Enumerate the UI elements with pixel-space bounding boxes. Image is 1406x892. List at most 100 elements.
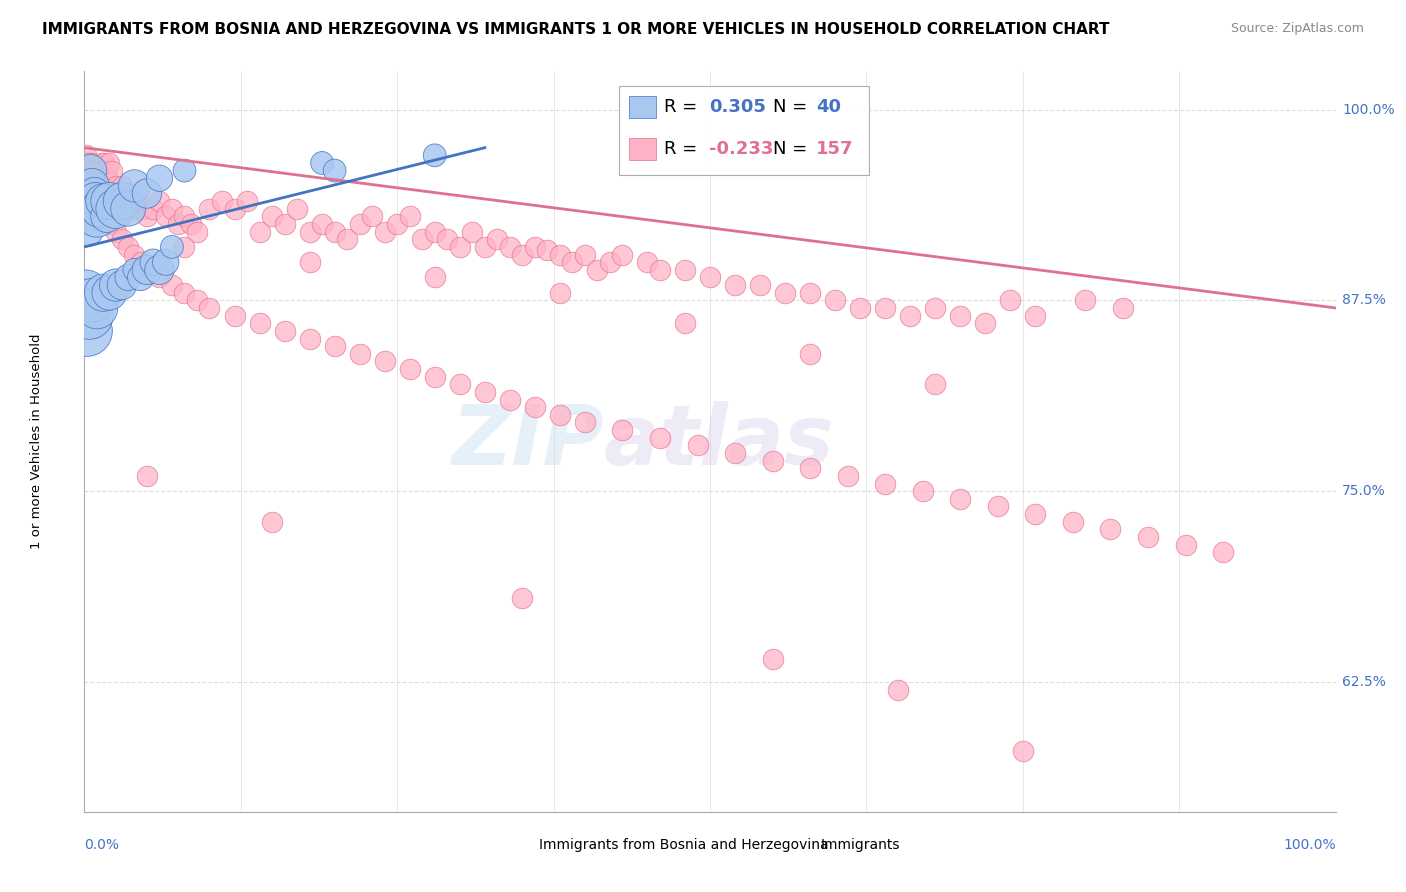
Point — [1212, 545, 1234, 559]
Point — [80, 156, 103, 170]
Point — [77, 225, 100, 239]
Point — [98, 285, 121, 300]
Point — [699, 270, 721, 285]
Point — [75, 210, 97, 224]
Point — [90, 163, 112, 178]
Point — [112, 194, 135, 208]
Point — [76, 194, 98, 208]
Point — [186, 293, 208, 308]
Point — [1112, 301, 1135, 315]
Point — [224, 309, 246, 323]
Point — [262, 210, 284, 224]
Point — [142, 255, 165, 269]
Point — [536, 243, 558, 257]
Text: ZIP: ZIP — [451, 401, 603, 482]
Point — [117, 270, 139, 285]
Point — [142, 202, 165, 216]
Point — [124, 202, 146, 216]
Point — [599, 255, 621, 269]
Point — [349, 347, 371, 361]
Point — [361, 210, 384, 224]
Point — [108, 186, 131, 201]
Point — [98, 156, 121, 170]
Point — [875, 476, 897, 491]
Point — [129, 255, 152, 269]
Point — [1099, 522, 1122, 536]
Point — [104, 225, 127, 239]
Text: IMMIGRANTS FROM BOSNIA AND HERZEGOVINA VS IMMIGRANTS 1 OR MORE VEHICLES IN HOUSE: IMMIGRANTS FROM BOSNIA AND HERZEGOVINA V… — [42, 22, 1109, 37]
Text: N =: N = — [773, 98, 813, 116]
Point — [648, 262, 671, 277]
Point — [86, 210, 108, 224]
Point — [548, 408, 571, 422]
Point — [548, 285, 571, 300]
Point — [586, 262, 609, 277]
Point — [148, 270, 170, 285]
Point — [311, 156, 333, 170]
Point — [474, 384, 496, 399]
Point — [160, 278, 183, 293]
Text: 0.0%: 0.0% — [84, 838, 120, 852]
Point — [724, 446, 747, 460]
Point — [91, 171, 114, 186]
Point — [79, 163, 101, 178]
Point — [298, 225, 321, 239]
Point — [285, 202, 308, 216]
Text: 100.0%: 100.0% — [1284, 838, 1336, 852]
Point — [83, 186, 105, 201]
Point — [323, 163, 346, 178]
Point — [76, 324, 98, 338]
Point — [374, 354, 396, 368]
Point — [523, 400, 546, 414]
Point — [449, 377, 471, 392]
Point — [84, 194, 107, 208]
Point — [160, 240, 183, 254]
Point — [111, 194, 134, 208]
Point — [924, 377, 946, 392]
Point — [385, 217, 409, 231]
Text: 1 or more Vehicles in Household: 1 or more Vehicles in Household — [31, 334, 44, 549]
Point — [1000, 293, 1022, 308]
Point — [89, 171, 111, 186]
Point — [398, 210, 420, 224]
Point — [349, 217, 371, 231]
Point — [86, 171, 108, 186]
Point — [79, 163, 101, 178]
Point — [398, 362, 420, 376]
Point — [84, 163, 107, 178]
Point — [96, 171, 118, 186]
Point — [104, 202, 127, 216]
Point — [101, 163, 124, 178]
Point — [449, 240, 471, 254]
Point — [887, 682, 910, 697]
Point — [1136, 530, 1159, 544]
Point — [837, 469, 859, 483]
Point — [762, 453, 785, 467]
Point — [924, 301, 946, 315]
Point — [173, 163, 195, 178]
Point — [148, 194, 170, 208]
Point — [673, 316, 696, 330]
Point — [898, 309, 921, 323]
Point — [79, 171, 101, 186]
Text: 62.5%: 62.5% — [1341, 675, 1386, 689]
Point — [129, 270, 152, 285]
Point — [849, 301, 872, 315]
Point — [96, 210, 118, 224]
Point — [512, 247, 534, 261]
Text: atlas: atlas — [603, 401, 834, 482]
Point — [574, 416, 596, 430]
Point — [1174, 538, 1197, 552]
Point — [104, 178, 127, 193]
Point — [148, 171, 170, 186]
Point — [762, 652, 785, 666]
Point — [911, 484, 934, 499]
Point — [121, 194, 143, 208]
Point — [423, 225, 446, 239]
Point — [311, 217, 333, 231]
Point — [127, 194, 149, 208]
Point — [974, 316, 997, 330]
Bar — [628, 138, 657, 161]
Point — [131, 202, 153, 216]
Point — [824, 293, 846, 308]
